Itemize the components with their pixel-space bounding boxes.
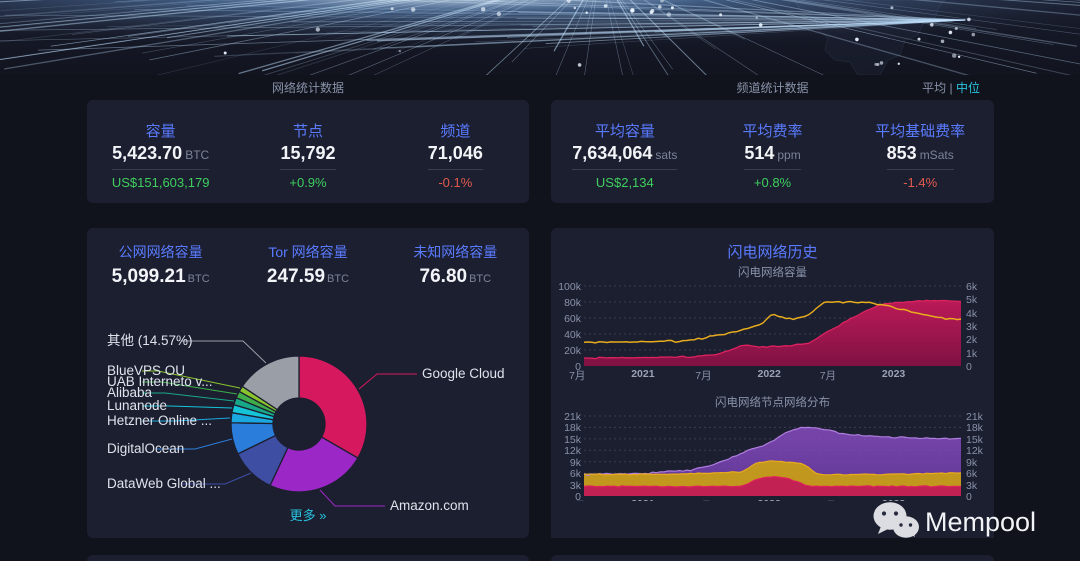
svg-text:Hetzner Online ...: Hetzner Online ... [107, 413, 212, 428]
svg-text:BlueVPS OU: BlueVPS OU [107, 363, 185, 378]
svg-text:DigitalOcean: DigitalOcean [107, 441, 184, 456]
svg-text:Google Cloud: Google Cloud [422, 366, 505, 381]
svg-text:Mempool: Mempool [925, 507, 1036, 537]
svg-text:其他 (14.57%): 其他 (14.57%) [107, 333, 193, 348]
svg-text:Lunanode: Lunanode [107, 398, 167, 413]
svg-text:DataWeb Global ...: DataWeb Global ... [107, 476, 221, 491]
